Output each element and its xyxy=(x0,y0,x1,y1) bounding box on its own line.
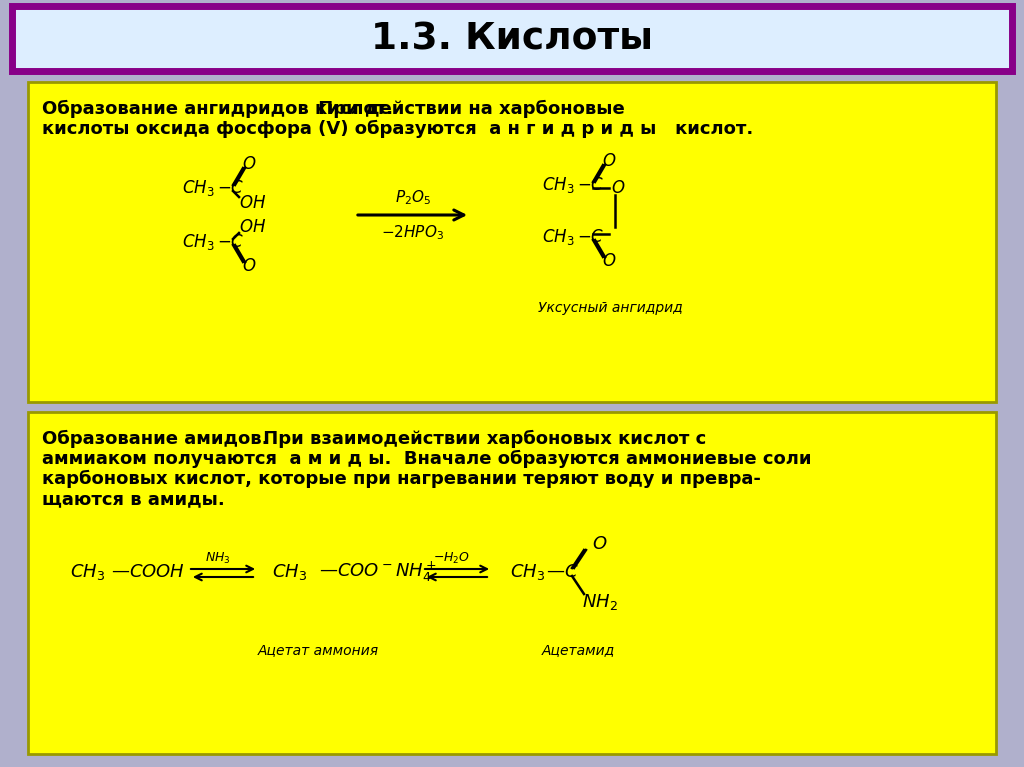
Text: $—COO^-NH_4^+$: $—COO^-NH_4^+$ xyxy=(318,560,437,584)
Text: $CH_3$: $CH_3$ xyxy=(182,232,215,252)
Text: $-C$: $-C$ xyxy=(217,179,245,197)
Text: Образование амидов.: Образование амидов. xyxy=(42,430,268,448)
Text: $-C$: $-C$ xyxy=(577,176,604,194)
Text: $O$: $O$ xyxy=(242,257,256,275)
Text: $CH_3$: $CH_3$ xyxy=(511,562,546,582)
Text: $CH_3$: $CH_3$ xyxy=(543,227,575,247)
Text: $P_2O_5$: $P_2O_5$ xyxy=(395,189,431,207)
Bar xyxy=(12,6,1012,71)
Text: $CH_3$: $CH_3$ xyxy=(272,562,307,582)
Text: Ацетамид: Ацетамид xyxy=(542,643,614,657)
Text: карбоновых кислот, которые при нагревании теряют воду и превра-: карбоновых кислот, которые при нагревани… xyxy=(42,470,761,488)
Text: $OH$: $OH$ xyxy=(239,218,266,236)
Text: Образование ангидридов кислот.: Образование ангидридов кислот. xyxy=(42,100,393,118)
Text: $O$: $O$ xyxy=(602,152,616,170)
Text: $O$: $O$ xyxy=(602,252,616,270)
Text: $CH_3$: $CH_3$ xyxy=(71,562,105,582)
Text: $-H_2O$: $-H_2O$ xyxy=(433,551,471,565)
Text: $-C$: $-C$ xyxy=(577,228,604,246)
Text: $CH_3$: $CH_3$ xyxy=(543,175,575,195)
Text: $CH_3$: $CH_3$ xyxy=(182,178,215,198)
Text: $-2HPO_3$: $-2HPO_3$ xyxy=(382,223,444,242)
Text: $NH_2$: $NH_2$ xyxy=(582,592,617,612)
Text: $—C$: $—C$ xyxy=(546,563,579,581)
Bar xyxy=(28,82,996,402)
Text: 1.3. Кислоты: 1.3. Кислоты xyxy=(371,22,653,58)
Text: Ацетат аммония: Ацетат аммония xyxy=(257,643,379,657)
Text: $O$: $O$ xyxy=(592,535,607,553)
Text: $-C$: $-C$ xyxy=(217,233,245,251)
Bar xyxy=(28,412,996,754)
Text: $—COOH$: $—COOH$ xyxy=(111,563,185,581)
Text: Уксусный ангидрид: Уксусный ангидрид xyxy=(538,301,682,315)
Text: $NH_3$: $NH_3$ xyxy=(205,551,230,565)
Text: При действии на харбоновые: При действии на харбоновые xyxy=(312,100,625,118)
Text: $O$: $O$ xyxy=(611,179,626,197)
Text: кислоты оксида фосфора (V) образуются  а н г и д р и д ы   кислот.: кислоты оксида фосфора (V) образуются а … xyxy=(42,120,754,138)
Text: $OH$: $OH$ xyxy=(239,194,266,212)
Text: аммиаком получаются  а м и д ы.  Вначале образуются аммониевые соли: аммиаком получаются а м и д ы. Вначале о… xyxy=(42,450,811,468)
Text: При взаимодействии харбоновых кислот с: При взаимодействии харбоновых кислот с xyxy=(257,430,707,448)
Text: $O$: $O$ xyxy=(242,155,256,173)
Text: щаются в амиды.: щаются в амиды. xyxy=(42,490,224,508)
